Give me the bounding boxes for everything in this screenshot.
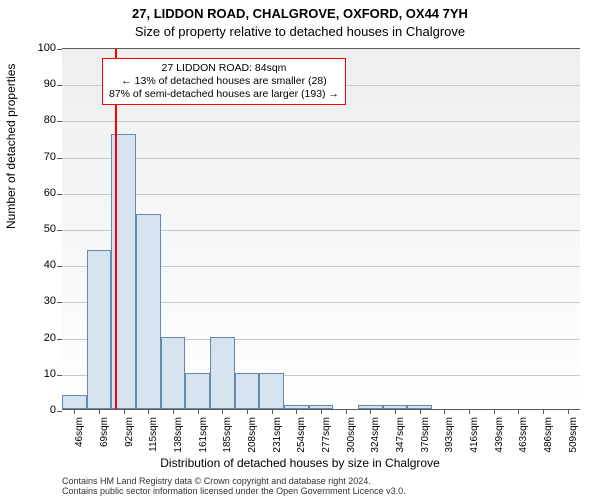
- annotation-box: 27 LIDDON ROAD: 84sqm ← 13% of detached …: [102, 58, 346, 105]
- y-tickmark: [57, 85, 62, 86]
- y-tickmark: [57, 121, 62, 122]
- bar: [87, 250, 112, 409]
- x-tickmark: [494, 409, 495, 414]
- y-tick-label: 0: [0, 404, 56, 416]
- bar: [259, 373, 284, 409]
- x-tickmark: [173, 409, 174, 414]
- y-tickmark: [57, 194, 62, 195]
- x-tickmark: [148, 409, 149, 414]
- x-tickmark: [198, 409, 199, 414]
- annotation-line1: 27 LIDDON ROAD: 84sqm: [162, 62, 287, 74]
- x-axis-label: Distribution of detached houses by size …: [0, 456, 600, 470]
- x-tickmark: [469, 409, 470, 414]
- y-tickmark: [57, 266, 62, 267]
- x-tickmark: [444, 409, 445, 414]
- title-address: 27, LIDDON ROAD, CHALGROVE, OXFORD, OX44…: [0, 6, 600, 21]
- y-tickmark: [57, 411, 62, 412]
- x-tickmark: [321, 409, 322, 414]
- bar: [210, 337, 235, 409]
- y-tick-label: 20: [0, 332, 56, 344]
- y-tickmark: [57, 230, 62, 231]
- y-tick-label: 50: [0, 223, 56, 235]
- chart-container: 27, LIDDON ROAD, CHALGROVE, OXFORD, OX44…: [0, 0, 600, 500]
- y-tick-label: 40: [0, 259, 56, 271]
- x-tickmark: [74, 409, 75, 414]
- y-tickmark: [57, 339, 62, 340]
- annotation-line2: ← 13% of detached houses are smaller (28…: [121, 75, 326, 87]
- bar: [136, 214, 161, 409]
- credit-text: Contains HM Land Registry data © Crown c…: [62, 476, 406, 497]
- y-tick-label: 100: [0, 42, 56, 54]
- x-tickmark: [518, 409, 519, 414]
- x-tickmark: [272, 409, 273, 414]
- gridline: [62, 121, 580, 122]
- gridline: [62, 194, 580, 195]
- x-tickmark: [568, 409, 569, 414]
- bar: [161, 337, 186, 409]
- y-tick-label: 80: [0, 114, 56, 126]
- y-tick-label: 70: [0, 151, 56, 163]
- bar: [235, 373, 260, 409]
- y-tick-label: 10: [0, 368, 56, 380]
- x-tickmark: [222, 409, 223, 414]
- y-tick-label: 60: [0, 187, 56, 199]
- x-tickmark: [296, 409, 297, 414]
- y-tick-label: 90: [0, 78, 56, 90]
- y-tickmark: [57, 158, 62, 159]
- y-tick-label: 30: [0, 295, 56, 307]
- title-subtitle: Size of property relative to detached ho…: [0, 24, 600, 39]
- x-tickmark: [247, 409, 248, 414]
- annotation-line3: 87% of semi-detached houses are larger (…: [109, 88, 339, 100]
- bar: [62, 395, 87, 409]
- x-tickmark: [99, 409, 100, 414]
- gridline: [62, 158, 580, 159]
- x-tickmark: [370, 409, 371, 414]
- credit-line1: Contains HM Land Registry data © Crown c…: [62, 476, 371, 486]
- y-tickmark: [57, 49, 62, 50]
- x-tickmark: [124, 409, 125, 414]
- y-tickmark: [57, 375, 62, 376]
- credit-line2: Contains public sector information licen…: [62, 486, 406, 496]
- x-tickmark: [346, 409, 347, 414]
- bar: [185, 373, 210, 409]
- x-tickmark: [395, 409, 396, 414]
- x-tickmark: [420, 409, 421, 414]
- y-tickmark: [57, 302, 62, 303]
- x-tickmark: [543, 409, 544, 414]
